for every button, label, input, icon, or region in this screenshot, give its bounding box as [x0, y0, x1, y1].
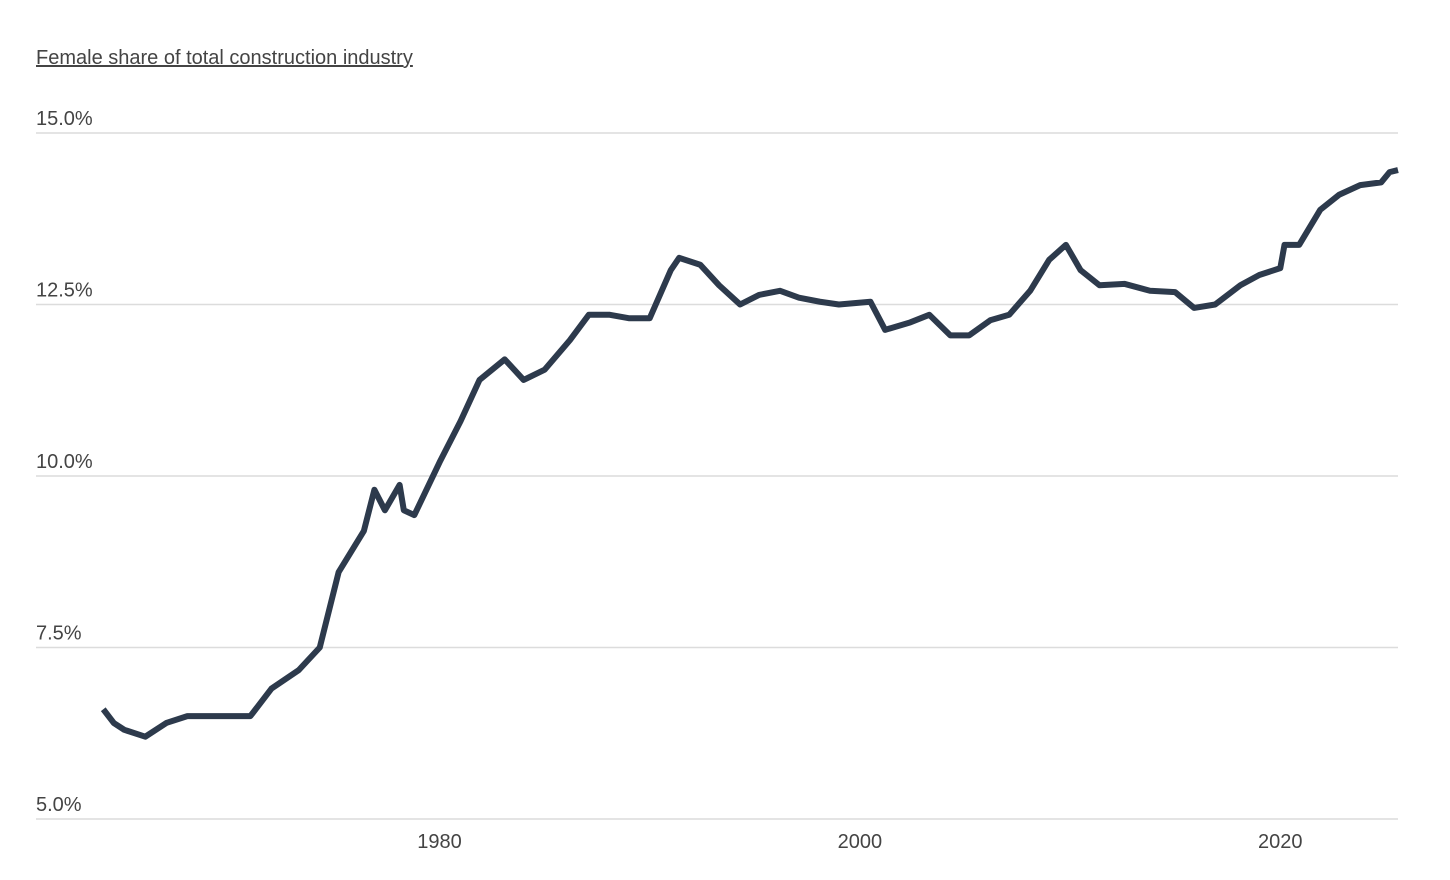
- y-tick-label: 10.0%: [36, 451, 93, 473]
- y-tick-label: 12.5%: [36, 280, 93, 302]
- chart-title[interactable]: Female share of total construction indus…: [36, 47, 413, 69]
- x-tick-label: 2020: [1258, 831, 1303, 853]
- x-tick-label: 1980: [417, 831, 462, 853]
- y-tick-label: 7.5%: [36, 623, 82, 645]
- data-line: [100, 167, 1399, 740]
- x-tick-label: 2000: [838, 831, 883, 853]
- y-tick-label: 5.0%: [36, 794, 82, 816]
- y-tick-label: 15.0%: [36, 108, 93, 130]
